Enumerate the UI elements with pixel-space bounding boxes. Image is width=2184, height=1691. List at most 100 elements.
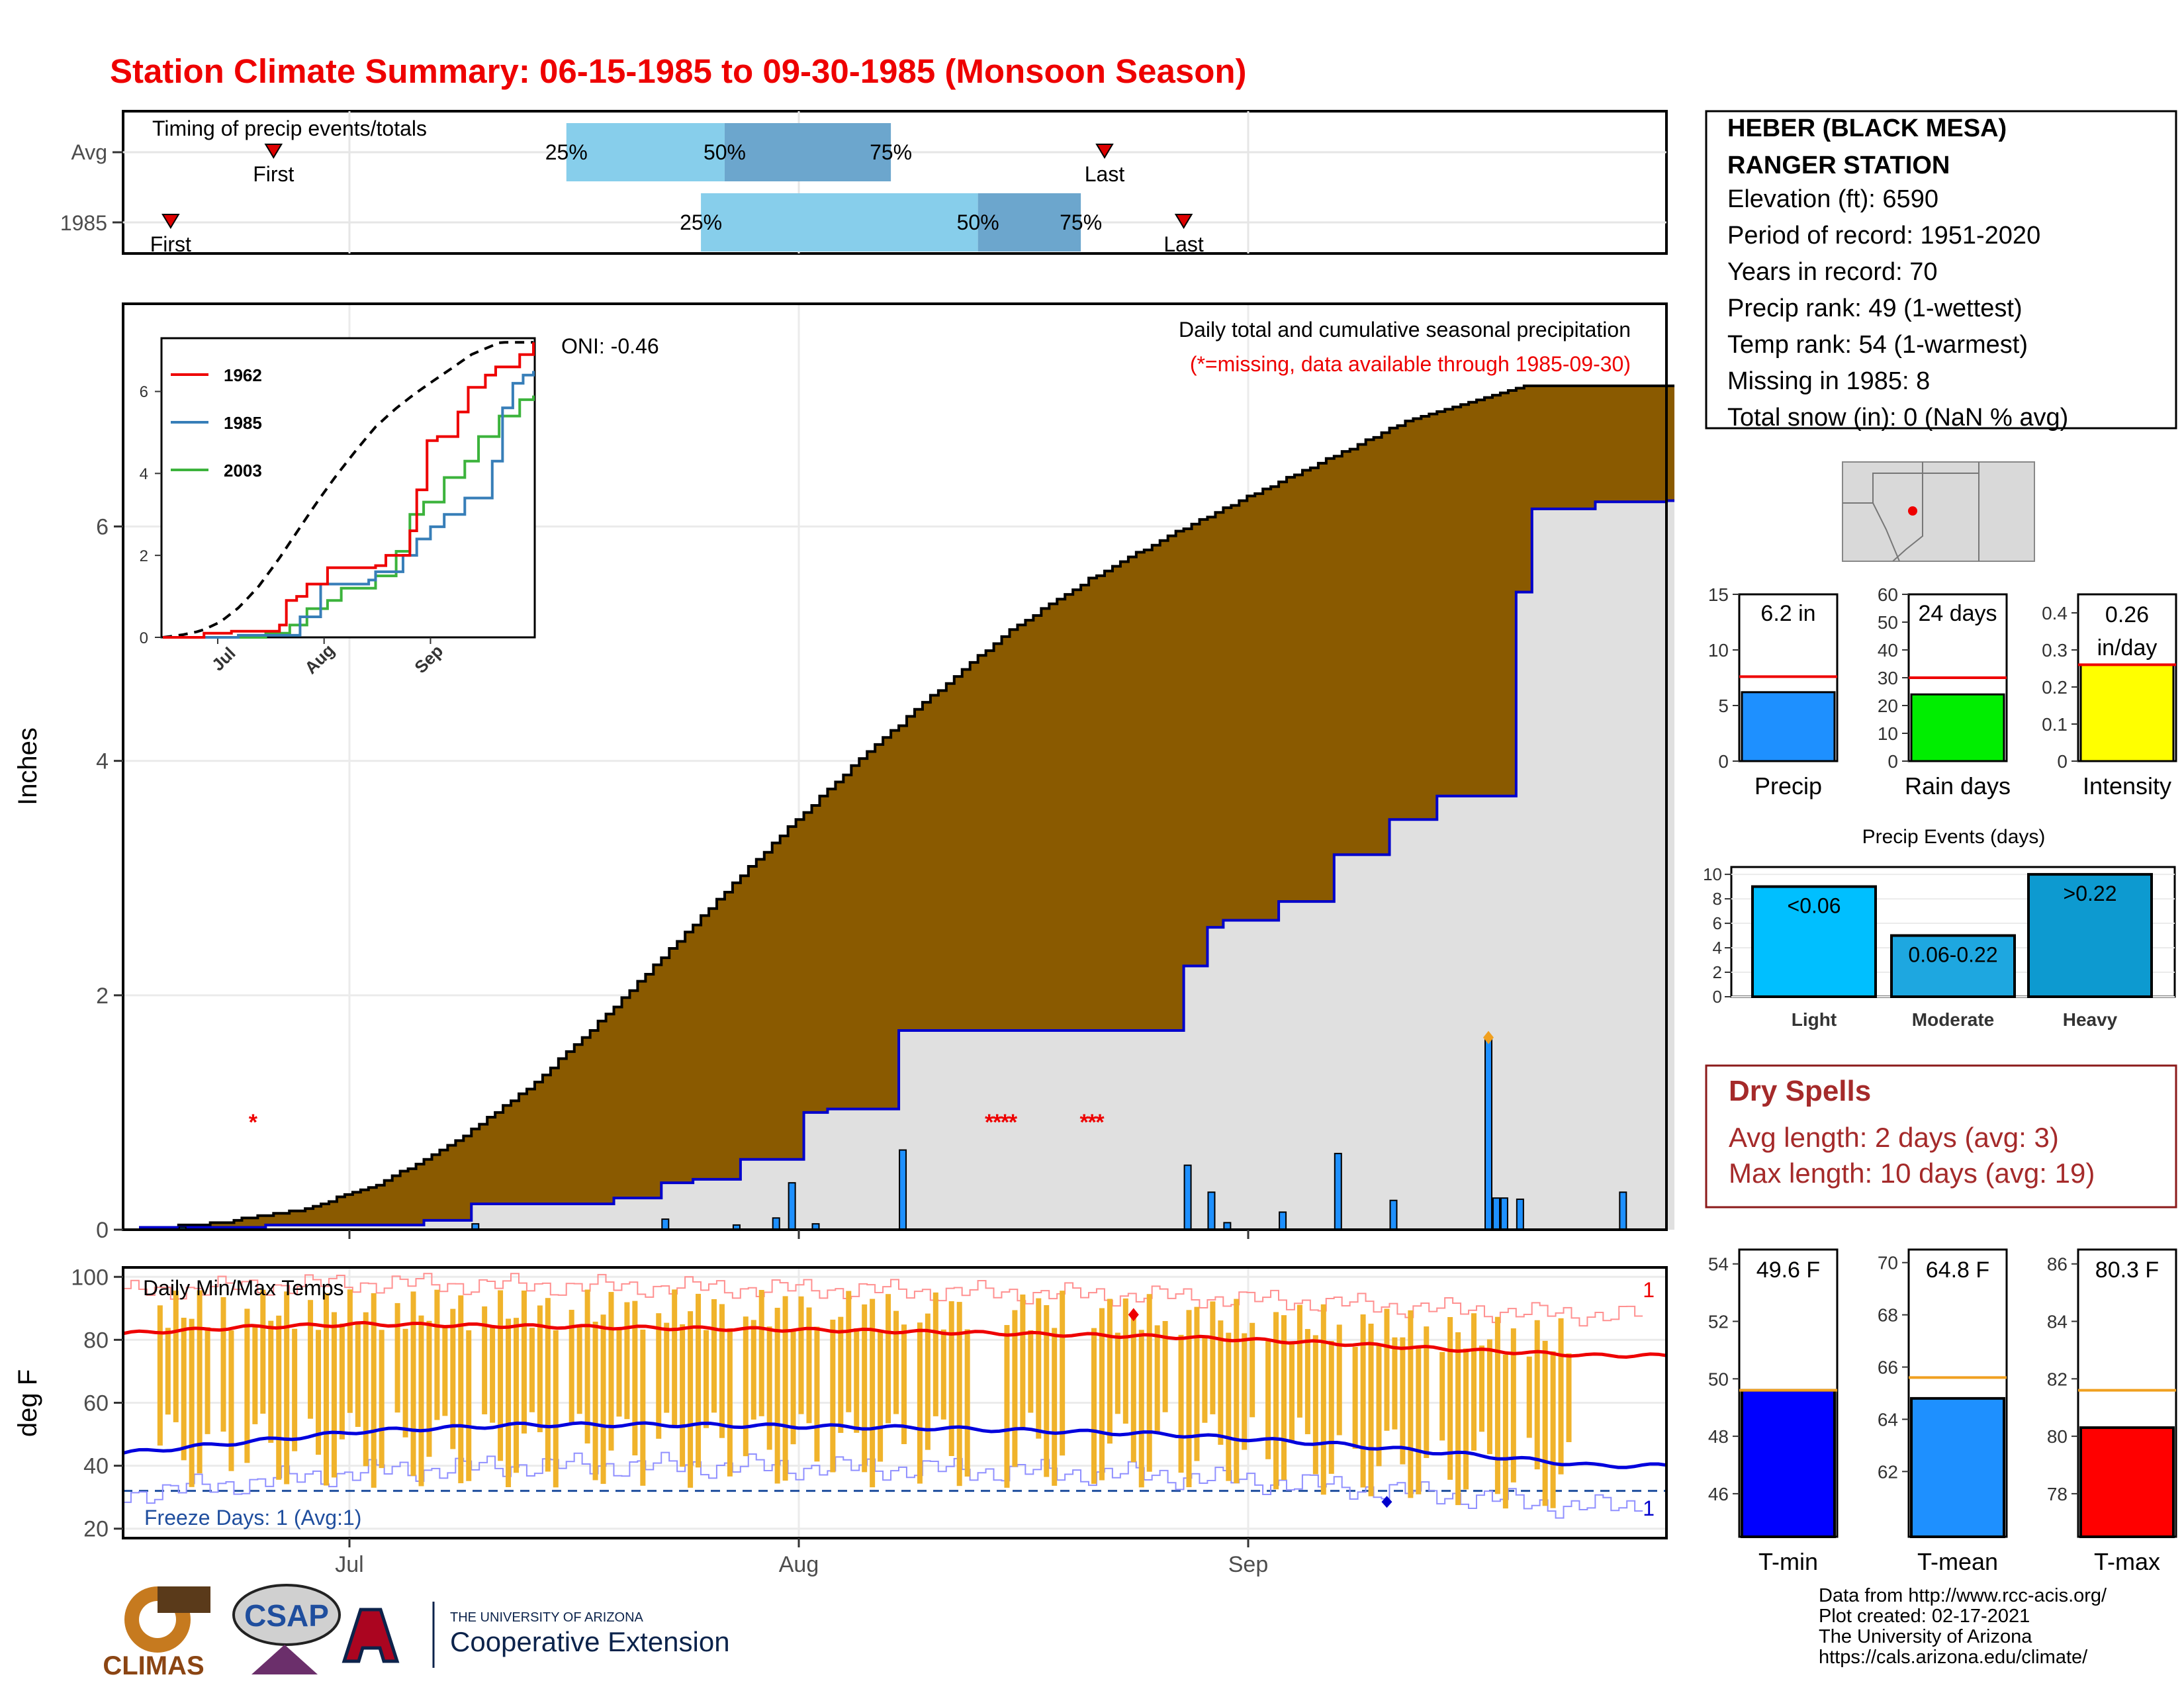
summary-bar-tick: 0 [1888, 751, 1898, 772]
daily-temp-bar [1138, 1330, 1144, 1488]
daily-temp-bar [379, 1330, 385, 1469]
daily-temp-bar [1265, 1341, 1271, 1459]
daily-temp-bar [1304, 1329, 1310, 1434]
events-ytick: 6 [1713, 913, 1722, 933]
events-bars: 0 2 4 6 8 10 <0.06 Light 0.06-0.22 Moderate >0.22 H… [1703, 864, 2176, 1030]
event-bar-label: Light [1792, 1009, 1837, 1030]
x-month-jul: Jul [335, 1552, 363, 1577]
daily-temp-bar [1091, 1328, 1097, 1484]
event-bar-label: Heavy [2063, 1009, 2118, 1030]
daily-temp-bar [1289, 1342, 1295, 1442]
timing-avg-pct-label: 75% [870, 140, 912, 164]
summary-bar-tick: 0.3 [2042, 640, 2068, 661]
summary-bar-tick: 10 [1878, 723, 1898, 744]
precip-y-axis: 0 2 4 6 [96, 514, 1250, 1243]
daily-temp-bar [1020, 1294, 1026, 1428]
summary-bar-tick: 0 [1718, 751, 1729, 772]
daily-temp-bar [576, 1325, 582, 1414]
timing-avg-first-label: First [253, 162, 294, 186]
daily-temp-bar [640, 1329, 646, 1486]
summary-bar-rain-days: 0 10 20 30 40 50 60 24 days Rain days [1878, 584, 2011, 800]
event-bar-value: >0.22 [2064, 882, 2117, 905]
temp-ytick-label: 100 [71, 1265, 109, 1290]
daily-temp-bar [624, 1302, 630, 1420]
event-bar-moderate [1890, 934, 2016, 998]
daily-temp-bar [363, 1312, 369, 1467]
station-temp-rank: Temp rank: 54 (1-warmest) [1727, 331, 2028, 359]
daily-precip-bar [1500, 1197, 1508, 1230]
daily-temp-bar [1550, 1351, 1556, 1508]
daily-temp-bar [1439, 1351, 1445, 1441]
temp-summary-tick: 80 [2047, 1426, 2068, 1447]
daily-temp-bar [1376, 1345, 1382, 1467]
x-month-sep: Sep [1228, 1552, 1269, 1577]
timing-label: Timing of precip events/totals [152, 116, 427, 140]
record-high-marker [1128, 1308, 1139, 1322]
daily-temp-bar [704, 1330, 709, 1428]
timing-bars: 25% 50% 75% First Last 25% 50% 75% First Last [150, 123, 1204, 256]
precip-panel-frame [122, 302, 1668, 1231]
station-location-marker [1908, 506, 1917, 516]
daily-temp-bar [878, 1330, 884, 1462]
daily-temp-bar [814, 1326, 820, 1462]
timing-avg-pct-label: 25% [545, 140, 588, 164]
daily-precip-bar [1619, 1191, 1627, 1231]
daily-temp-bar [205, 1327, 210, 1434]
daily-temp-bar [506, 1318, 512, 1488]
missing-day-marker: * [1095, 1110, 1105, 1135]
daily-temp-bar [854, 1328, 860, 1433]
daily-temp-bar [545, 1298, 551, 1472]
timing-1985-last-marker [1174, 214, 1193, 229]
daily-temp-bar [498, 1290, 504, 1461]
events-ytick: 2 [1713, 962, 1722, 982]
footer-line2: Plot created: 02-17-2021 [1819, 1606, 2030, 1627]
daily-temp-bar [339, 1323, 345, 1440]
freeze-days: Freeze Days: 1 (Avg:1) [144, 1506, 361, 1530]
daily-temp-bar [862, 1304, 868, 1473]
daily-temp-bar [1115, 1332, 1120, 1414]
summary-bar-intensity: 0 0.1 0.2 0.3 0.4 0.26 in/day Intensity [2042, 593, 2177, 800]
footer-credits: Data from http://www.rcc-acis.org/ Plot … [1819, 1585, 2107, 1668]
summary-bar-tick: 0.1 [2042, 714, 2068, 735]
daily-temp-bar [220, 1297, 226, 1432]
daily-temp-bar [1122, 1298, 1128, 1424]
chart-title: Station Climate Summary: 06-15-1985 to 0… [110, 52, 1247, 90]
daily-temp-bar [268, 1320, 274, 1443]
temp-summary-t-mean: 62 64 66 68 70 64.8 F T-mean [1878, 1248, 2008, 1575]
temp-summary-t-max: 78 80 82 84 86 80.3 F T-max [2047, 1248, 2177, 1575]
timing-1985-first-marker [161, 214, 180, 229]
timing-1985-q50-q75-bar [978, 193, 1081, 251]
daily-temp-bar [766, 1326, 772, 1450]
daily-temp-bar [1463, 1348, 1469, 1490]
station-precip-rank: Precip rank: 49 (1-wettest) [1727, 295, 2023, 322]
daily-temp-bar [157, 1305, 163, 1446]
daily-temp-bar [711, 1299, 717, 1413]
daily-precip-bar [1183, 1164, 1192, 1231]
summary-bar-tick: 20 [1878, 696, 1898, 716]
locator-map [1842, 461, 2035, 562]
temp-summary-tick: 52 [1708, 1312, 1729, 1332]
daily-temp-bar [1194, 1306, 1200, 1461]
daily-temp-bar [189, 1318, 195, 1487]
max-daily-marker [1483, 1030, 1494, 1044]
station-period: Period of record: 1951-2020 [1727, 222, 2040, 250]
daily-temp-bar [1250, 1322, 1255, 1418]
dry-spells-box: Dry Spells Avg length: 2 days (avg: 3) M… [1705, 1064, 2177, 1209]
temp-ytick-label: 80 [83, 1328, 109, 1353]
daily-temp-bar [1336, 1324, 1342, 1436]
summary-bar-unit: in/day [2097, 635, 2158, 661]
daily-temp-bar [1360, 1314, 1366, 1488]
missing-day-marker: * [249, 1110, 258, 1135]
daily-temp-bar [798, 1296, 804, 1414]
daily-temp-bar [1368, 1323, 1374, 1496]
summary-bar-tick: 5 [1718, 696, 1729, 716]
inset-legend: 1962 1985 2003 [171, 365, 262, 480]
ua-logo: THE UNIVERSITY OF ARIZONA Cooperative Ex… [341, 1602, 730, 1668]
daily-temp-bar [347, 1289, 353, 1413]
station-info-frame [1705, 110, 2177, 430]
precip-subtitle: Daily total and cumulative seasonal prec… [1179, 318, 1631, 342]
daily-temp-bar [1526, 1356, 1532, 1438]
daily-temp-bar [569, 1310, 574, 1424]
timing-avg-last-label: Last [1085, 162, 1125, 186]
dry-spells-frame [1705, 1064, 2177, 1209]
